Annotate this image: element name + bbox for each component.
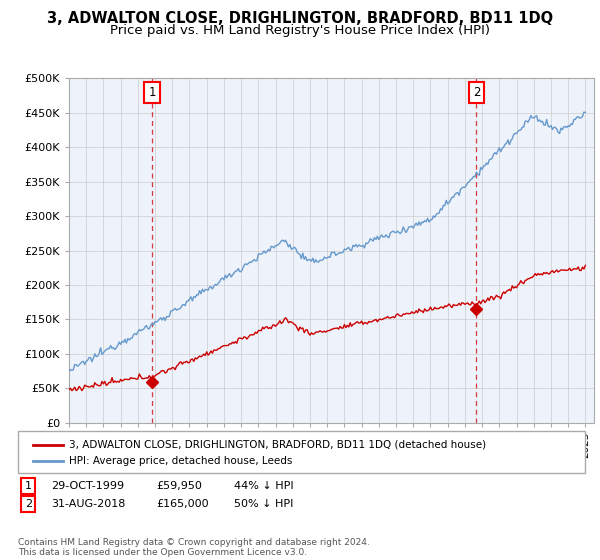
Text: 2: 2 xyxy=(473,86,480,99)
Text: 1: 1 xyxy=(148,86,156,99)
Text: £59,950: £59,950 xyxy=(156,481,202,491)
Text: 29-OCT-1999: 29-OCT-1999 xyxy=(51,481,124,491)
Text: 1: 1 xyxy=(25,481,32,491)
Text: 44% ↓ HPI: 44% ↓ HPI xyxy=(234,481,293,491)
Text: Contains HM Land Registry data © Crown copyright and database right 2024.
This d: Contains HM Land Registry data © Crown c… xyxy=(18,538,370,557)
Text: 3, ADWALTON CLOSE, DRIGHLINGTON, BRADFORD, BD11 1DQ: 3, ADWALTON CLOSE, DRIGHLINGTON, BRADFOR… xyxy=(47,11,553,26)
Text: £165,000: £165,000 xyxy=(156,499,209,509)
Text: HPI: Average price, detached house, Leeds: HPI: Average price, detached house, Leed… xyxy=(69,456,292,466)
Text: 31-AUG-2018: 31-AUG-2018 xyxy=(51,499,125,509)
Text: 50% ↓ HPI: 50% ↓ HPI xyxy=(234,499,293,509)
Text: 3, ADWALTON CLOSE, DRIGHLINGTON, BRADFORD, BD11 1DQ (detached house): 3, ADWALTON CLOSE, DRIGHLINGTON, BRADFOR… xyxy=(69,440,486,450)
Text: Price paid vs. HM Land Registry's House Price Index (HPI): Price paid vs. HM Land Registry's House … xyxy=(110,24,490,37)
Text: 2: 2 xyxy=(25,499,32,509)
